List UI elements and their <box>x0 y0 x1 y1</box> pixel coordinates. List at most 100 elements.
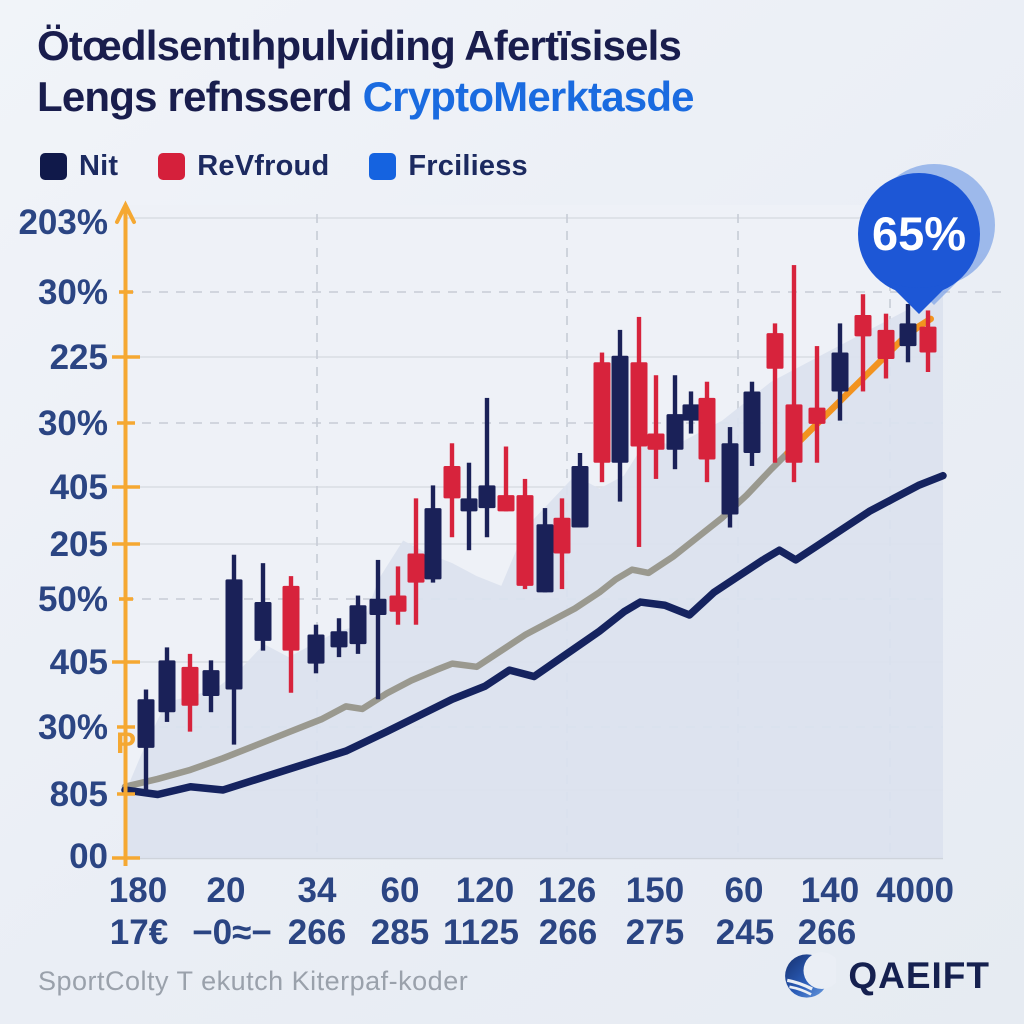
candlestick-down <box>766 333 784 369</box>
y-axis-label: 30% <box>38 273 108 312</box>
legend-label: ReVfroud <box>197 150 330 182</box>
candlestick-down <box>181 666 199 706</box>
title-line-1: Ötœdlsentıhpulviding Afertïsisels <box>37 22 682 69</box>
candlestick-down <box>698 397 716 460</box>
x-axis-label: 4000 <box>876 871 954 910</box>
x-axis-label: −0≈− <box>192 913 272 952</box>
x-axis-label: 285 <box>371 913 429 952</box>
legend-label: Nit <box>79 150 119 182</box>
y-axis-label: 30% <box>38 404 108 443</box>
x-axis-label: 20 <box>207 871 246 910</box>
legend-item-nit: Nit <box>40 150 118 183</box>
candlestick-down <box>593 362 611 463</box>
candlestick-down <box>516 495 534 586</box>
x-axis-label: 34 <box>298 871 337 910</box>
x-axis-label: 140 <box>801 871 859 910</box>
candle-wick <box>653 375 659 479</box>
legend-swatch-navy <box>40 153 67 180</box>
candlestick-up <box>225 579 243 690</box>
x-axis-label: 1125 <box>443 913 519 952</box>
candlestick-up <box>536 524 554 593</box>
candlestick-up <box>571 465 589 528</box>
legend-item-frciliess: Frciliess <box>369 150 528 183</box>
legend-item-revfroud: ReVfroud <box>158 150 329 183</box>
x-axis-label: 266 <box>798 913 856 952</box>
y-axis-label: 00 <box>69 837 108 876</box>
candlestick-up <box>721 443 739 515</box>
x-axis-label: 266 <box>288 913 346 952</box>
y-axis-arrow <box>115 200 136 224</box>
candlestick-down <box>443 465 461 499</box>
candlestick-down <box>785 404 803 463</box>
candle-wick <box>860 294 866 392</box>
value-badge-text: 65% <box>872 207 966 260</box>
x-axis-label: 120 <box>456 871 514 910</box>
candlestick-up <box>478 485 496 509</box>
legend-swatch-blue <box>369 153 397 180</box>
candle-wick <box>814 346 820 463</box>
candlestick-down <box>808 407 826 424</box>
legend-label: Frciliess <box>408 150 528 182</box>
candlestick-down <box>854 314 872 337</box>
candlestick-down <box>919 326 937 353</box>
candlestick-up <box>349 605 367 645</box>
y-axis-label: 50% <box>38 580 108 619</box>
x-axis-label: 60 <box>381 871 420 910</box>
candlestick-down <box>630 362 648 447</box>
candlestick-up <box>202 670 220 696</box>
candlestick-up <box>611 355 629 463</box>
x-axis-label: 275 <box>626 913 684 952</box>
footer-caption: SportColty T ekutch Kiterpaf-koder <box>38 966 469 996</box>
candle-wick <box>791 265 797 483</box>
candlestick-down <box>647 433 665 450</box>
trend-line-gray <box>121 449 791 790</box>
x-axis-label: 266 <box>539 913 597 952</box>
candlestick-up <box>137 699 155 748</box>
candlestick-down <box>389 595 407 612</box>
y-axis-label: 805 <box>50 775 108 814</box>
candlestick-up <box>307 634 325 664</box>
candle-wick <box>484 397 490 538</box>
candle-wick <box>375 559 381 700</box>
candlestick-down <box>282 585 300 651</box>
x-axis-label: 150 <box>626 871 684 910</box>
chart-legend: Nit ReVfroud Frciliess <box>40 150 528 183</box>
page-title: Ötœdlsentıhpulviding Afertïsisels Lengs … <box>37 20 695 122</box>
candlestick-up <box>158 660 176 713</box>
candlestick-down <box>553 517 571 554</box>
candlestick-up <box>424 508 442 580</box>
y-axis-label: 203% <box>18 203 108 242</box>
y-axis-label: 30% <box>38 708 108 747</box>
candlestick-up <box>831 352 849 392</box>
candlestick-up <box>666 414 684 450</box>
x-axis-label: 126 <box>538 871 596 910</box>
legend-swatch-red <box>158 153 186 180</box>
crescent-logo-icon <box>785 952 837 998</box>
y-axis-label: 225 <box>50 338 108 377</box>
candlestick-up <box>682 404 700 421</box>
brand-name: QAEIFT <box>848 955 990 996</box>
candlestick-up <box>369 598 387 615</box>
candlestick-up <box>254 602 272 641</box>
x-axis-label: 17€ <box>110 913 168 952</box>
candlestick-down <box>407 553 425 583</box>
title-line-2: Lengs refnsserd CryptoMerktasde <box>37 73 695 121</box>
x-axis-label: 245 <box>716 913 774 952</box>
candlestick-down <box>877 329 895 360</box>
x-axis-label: 60 <box>725 871 764 910</box>
value-badge <box>858 173 980 314</box>
candlestick-up <box>743 391 761 453</box>
candle-wick <box>772 323 778 463</box>
y-axis-label: 205 <box>50 525 108 564</box>
candle-wick <box>503 446 509 512</box>
title-highlight: CryptoMerktasde <box>362 73 695 121</box>
candlestick-down <box>497 495 515 512</box>
y-axis-label: 405 <box>50 468 108 507</box>
axis-currency-glyph: P <box>116 727 136 760</box>
x-axis-label: 180 <box>109 871 167 910</box>
candlestick-up <box>899 323 917 347</box>
candlestick-up <box>330 631 348 648</box>
